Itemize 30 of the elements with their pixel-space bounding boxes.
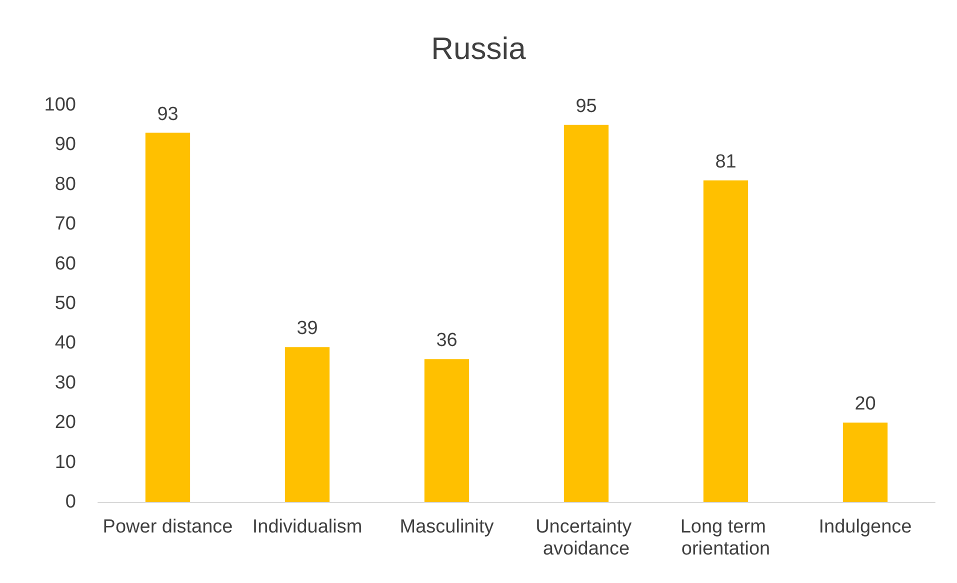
y-tick-label: 20 xyxy=(54,412,76,434)
y-tick-label: 30 xyxy=(54,372,76,394)
data-label: 95 xyxy=(576,96,597,117)
bar xyxy=(842,422,888,502)
bar xyxy=(145,132,190,502)
bar xyxy=(284,347,330,502)
data-label: 20 xyxy=(854,394,876,415)
x-tick-label: Indulgence xyxy=(818,516,912,538)
y-tick-label: 40 xyxy=(54,332,76,354)
data-label: 81 xyxy=(715,151,736,172)
data-label: 36 xyxy=(436,330,458,352)
y-tick-label: 80 xyxy=(54,174,76,195)
bar xyxy=(424,359,470,502)
x-tick-label: Power distance xyxy=(102,516,233,538)
y-tick-label: 90 xyxy=(54,134,76,156)
x-tick-label: Long term orientation xyxy=(680,516,772,560)
y-tick-label: 0 xyxy=(65,492,76,512)
x-tick-label: Uncertainty avoidance xyxy=(536,516,637,560)
y-tick-label: 60 xyxy=(54,253,76,274)
y-tick-label: 50 xyxy=(54,293,76,314)
y-tick-label: 10 xyxy=(54,452,76,473)
bar xyxy=(703,180,748,502)
chart-title: Russia xyxy=(431,31,527,66)
y-tick-label: 100 xyxy=(44,94,76,116)
bar xyxy=(564,124,609,502)
data-label: 93 xyxy=(157,104,178,125)
data-label: 39 xyxy=(296,318,318,340)
x-tick-label: Masculinity xyxy=(400,516,494,538)
y-tick-label: 70 xyxy=(54,214,76,235)
x-tick-label: Individualism xyxy=(252,516,362,538)
